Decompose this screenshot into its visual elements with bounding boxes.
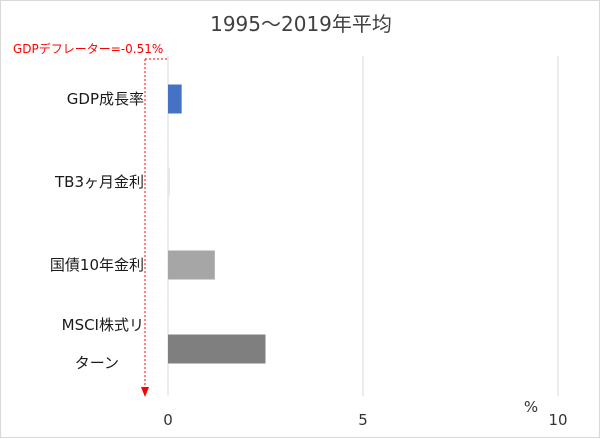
x-tick-label-0: 0 [163, 411, 173, 429]
bar-0 [168, 84, 182, 114]
annotation-text: GDPデフレーター=-0.51% [13, 41, 163, 56]
bar-3 [168, 334, 266, 364]
x-unit-label: % [524, 398, 538, 416]
bar-1 [168, 167, 170, 197]
chart-title: 1995～2019年平均 [210, 12, 392, 36]
annotation-arrow [141, 387, 149, 397]
category-label-2: 国債10年金利 [50, 256, 144, 274]
category-label-0: GDP成長率 [67, 90, 144, 108]
bar-2 [168, 250, 215, 280]
x-tick-label-1: 5 [358, 411, 368, 429]
category-label-1: TB3ヶ月金利 [54, 173, 144, 191]
x-tick-label-2: 10 [548, 411, 567, 429]
category-label-3: MSCI株式リターン [62, 316, 144, 372]
